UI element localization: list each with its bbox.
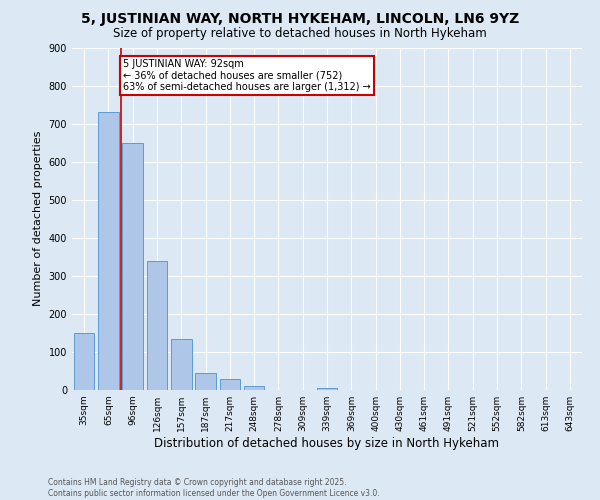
Y-axis label: Number of detached properties: Number of detached properties [33, 131, 43, 306]
Bar [146, 260, 167, 390]
Bar [74, 333, 94, 390]
Bar [317, 388, 337, 390]
Bar [98, 112, 119, 390]
Bar [195, 373, 216, 390]
Bar [171, 338, 191, 390]
Text: 5 JUSTINIAN WAY: 92sqm
← 36% of detached houses are smaller (752)
63% of semi-de: 5 JUSTINIAN WAY: 92sqm ← 36% of detached… [123, 59, 371, 92]
Text: Size of property relative to detached houses in North Hykeham: Size of property relative to detached ho… [113, 28, 487, 40]
X-axis label: Distribution of detached houses by size in North Hykeham: Distribution of detached houses by size … [155, 437, 499, 450]
Text: Contains HM Land Registry data © Crown copyright and database right 2025.
Contai: Contains HM Land Registry data © Crown c… [48, 478, 380, 498]
Bar [220, 378, 240, 390]
Bar [122, 142, 143, 390]
Text: 5, JUSTINIAN WAY, NORTH HYKEHAM, LINCOLN, LN6 9YZ: 5, JUSTINIAN WAY, NORTH HYKEHAM, LINCOLN… [81, 12, 519, 26]
Bar [244, 386, 265, 390]
